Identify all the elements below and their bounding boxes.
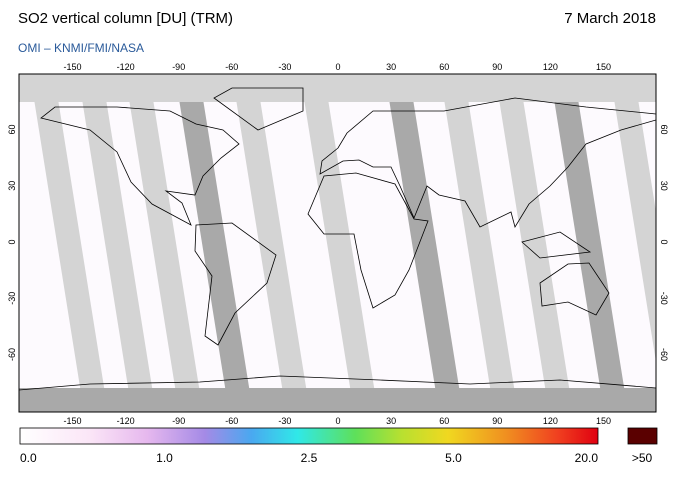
orbit-gap	[385, 74, 463, 412]
lon-label: 30	[386, 416, 396, 426]
lat-label: -60	[7, 348, 17, 361]
orbit-gap	[232, 74, 310, 412]
lat-label: 0	[659, 239, 669, 244]
lon-label: 60	[439, 62, 449, 72]
polar-gap	[19, 74, 656, 102]
lon-label: 150	[596, 62, 611, 72]
lat-label: 30	[659, 181, 669, 191]
orbit-gap	[440, 74, 518, 412]
credit: OMI – KNMI/FMI/NASA	[18, 41, 144, 55]
lon-label: -60	[225, 416, 238, 426]
lat-label: -30	[659, 292, 669, 305]
lon-label: -60	[225, 62, 238, 72]
lon-label: 30	[386, 62, 396, 72]
lon-label: -30	[278, 416, 291, 426]
lon-label: 120	[543, 416, 558, 426]
lon-label: 0	[335, 416, 340, 426]
graticule-labels: -150 -150 -120 -120 -90 -90 -60 -60 -30 -30 0 0 30 30…	[7, 62, 669, 426]
lon-label: -30	[278, 62, 291, 72]
orbit-gap	[78, 74, 156, 412]
lat-label: 30	[7, 181, 17, 191]
lon-label: -120	[117, 62, 135, 72]
colorbar	[19, 427, 599, 445]
lat-label: 0	[7, 239, 17, 244]
map-frame	[18, 73, 657, 413]
orbit-gap	[495, 74, 573, 412]
orbit-gap	[30, 74, 108, 412]
lon-label: -90	[172, 416, 185, 426]
orbit-gap	[125, 74, 203, 412]
lon-label: -150	[63, 416, 81, 426]
lat-label: 60	[659, 124, 669, 134]
colorbar-label: 20.0	[575, 451, 599, 465]
map	[19, 74, 656, 412]
lat-label: 60	[7, 124, 17, 134]
orbit-gap	[300, 74, 378, 412]
lon-label: 120	[543, 62, 558, 72]
lat-label: -30	[7, 292, 17, 305]
colorbar-label: 0.0	[20, 451, 37, 465]
lat-label: -60	[659, 348, 669, 361]
lon-label: 60	[439, 416, 449, 426]
colorbar-overflow-label: >50	[632, 451, 653, 465]
coastlines	[19, 87, 656, 391]
lon-label: 90	[492, 62, 502, 72]
colorbar-labels: 0.0 1.0 2.5 5.0 20.0 >50	[20, 451, 653, 465]
colorbar-label: 2.5	[301, 451, 318, 465]
orbit-gap	[610, 74, 656, 362]
colorbar-label: 1.0	[156, 451, 173, 465]
lon-label: -120	[117, 416, 135, 426]
lon-label: 150	[596, 416, 611, 426]
orbit-gaps	[30, 74, 656, 412]
orbit-gap	[175, 74, 253, 412]
lon-label: -90	[172, 62, 185, 72]
orbit-gap	[550, 74, 628, 412]
lon-label: 90	[492, 416, 502, 426]
title: SO2 vertical column [DU] (TRM)	[18, 10, 233, 27]
polar-gap	[19, 388, 656, 412]
colorbar-label: 5.0	[445, 451, 462, 465]
colorbar-overflow	[627, 427, 658, 445]
lon-label: -150	[63, 62, 81, 72]
lon-label: 0	[335, 62, 340, 72]
date: 7 March 2018	[564, 10, 656, 27]
